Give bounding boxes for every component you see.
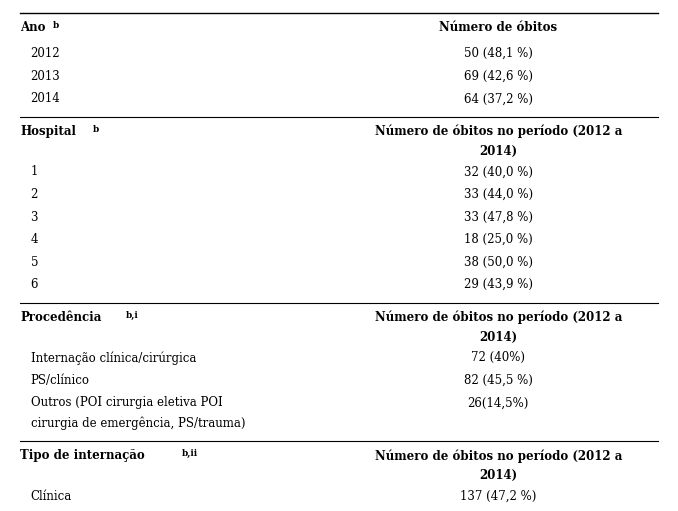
Text: b,i: b,i: [125, 311, 138, 320]
Text: 2012: 2012: [31, 47, 60, 60]
Text: 18 (25,0 %): 18 (25,0 %): [464, 233, 533, 246]
Text: 2014): 2014): [479, 331, 517, 344]
Text: Clínica: Clínica: [31, 490, 72, 503]
Text: Número de óbitos no período (2012 a: Número de óbitos no período (2012 a: [375, 311, 622, 324]
Text: 72 (40%): 72 (40%): [471, 351, 525, 364]
Text: b,ii: b,ii: [181, 449, 197, 458]
Text: 69 (42,6 %): 69 (42,6 %): [464, 70, 533, 83]
Text: PS/clínico: PS/clínico: [31, 374, 89, 387]
Text: Internação clínica/cirúrgica: Internação clínica/cirúrgica: [31, 351, 196, 365]
Text: b: b: [54, 21, 60, 30]
Text: Hospital: Hospital: [20, 125, 76, 138]
Text: 1: 1: [31, 166, 38, 178]
Text: 2013: 2013: [31, 70, 60, 83]
Text: 2014): 2014): [479, 145, 517, 158]
Text: 2014: 2014: [31, 92, 60, 105]
Text: Número de óbitos no período (2012 a: Número de óbitos no período (2012 a: [375, 449, 622, 462]
Text: 50 (48,1 %): 50 (48,1 %): [464, 47, 533, 60]
Text: Outros (POI cirurgia eletiva POI: Outros (POI cirurgia eletiva POI: [31, 397, 222, 409]
Text: 5: 5: [31, 256, 38, 269]
Text: 38 (50,0 %): 38 (50,0 %): [464, 256, 533, 269]
Text: 82 (45,5 %): 82 (45,5 %): [464, 374, 533, 387]
Text: Tipo de internação: Tipo de internação: [20, 449, 145, 462]
Text: 29 (43,9 %): 29 (43,9 %): [464, 278, 533, 291]
Text: 32 (40,0 %): 32 (40,0 %): [464, 166, 533, 178]
Text: Número de óbitos: Número de óbitos: [439, 21, 557, 34]
Text: cirurgia de emergência, PS/trauma): cirurgia de emergência, PS/trauma): [31, 416, 245, 430]
Text: 4: 4: [31, 233, 38, 246]
Text: Número de óbitos no período (2012 a: Número de óbitos no período (2012 a: [375, 125, 622, 138]
Text: Ano: Ano: [20, 21, 46, 34]
Text: 2014): 2014): [479, 470, 517, 482]
Text: 137 (47,2 %): 137 (47,2 %): [460, 490, 536, 503]
Text: 33 (44,0 %): 33 (44,0 %): [464, 188, 533, 201]
Text: 64 (37,2 %): 64 (37,2 %): [464, 92, 533, 105]
Text: 33 (47,8 %): 33 (47,8 %): [464, 211, 533, 223]
Text: 2: 2: [31, 188, 38, 201]
Text: 6: 6: [31, 278, 38, 291]
Text: 3: 3: [31, 211, 38, 223]
Text: 26(14,5%): 26(14,5%): [468, 397, 529, 409]
Text: Procedência: Procedência: [20, 311, 102, 324]
Text: b: b: [92, 125, 99, 134]
